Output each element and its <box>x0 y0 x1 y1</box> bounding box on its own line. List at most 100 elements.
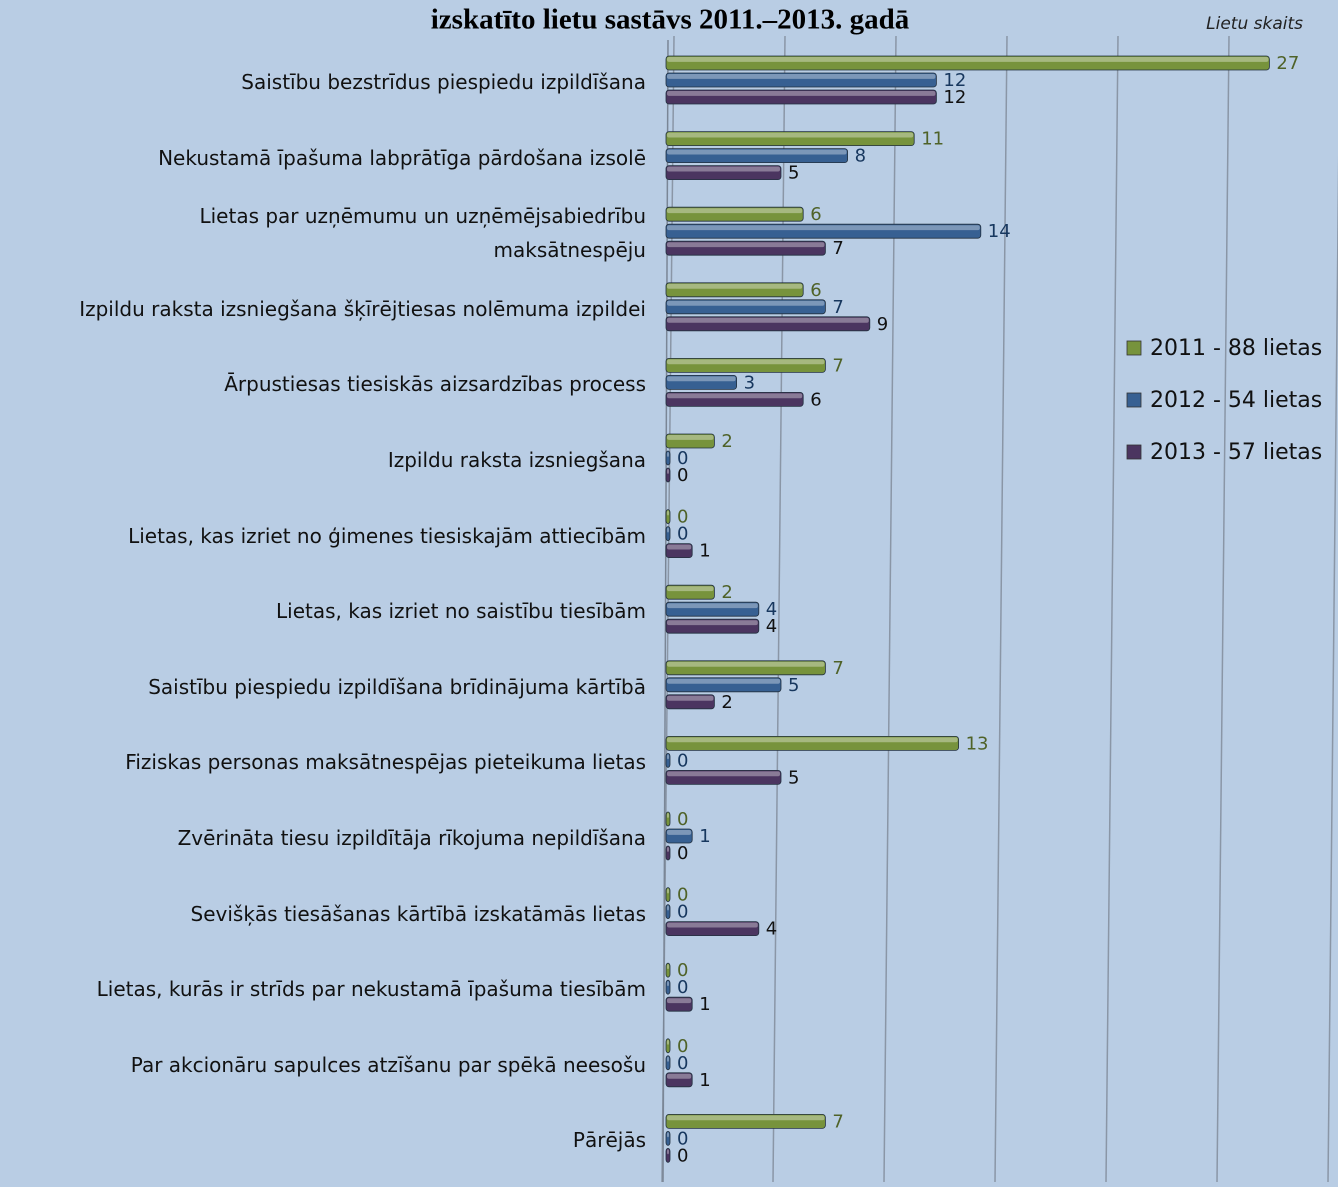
bar-shine <box>667 754 669 760</box>
value-label: 0 <box>677 1128 688 1149</box>
value-label: 0 <box>677 960 688 981</box>
bar-shine <box>667 527 669 533</box>
bar <box>665 282 804 298</box>
bar <box>665 1055 671 1071</box>
bar <box>665 165 782 181</box>
bar <box>665 753 671 768</box>
bar <box>665 89 937 105</box>
value-label: 6 <box>810 204 821 225</box>
grid-line <box>1216 35 1230 1183</box>
value-label: 13 <box>966 733 989 754</box>
bar-shine <box>667 452 669 457</box>
bar <box>665 316 871 332</box>
value-label: 4 <box>766 616 777 637</box>
bar <box>665 1148 671 1163</box>
bar <box>665 55 1270 71</box>
bar <box>665 677 782 693</box>
bar <box>665 736 960 751</box>
bar-shine <box>667 317 869 323</box>
value-label: 4 <box>766 919 777 940</box>
bar <box>665 584 715 600</box>
category-label: Izpildu raksta izsniegšana šķīrējtiesas … <box>79 296 646 321</box>
category-label: Nekustamā īpašuma labprātīga pārdošana i… <box>158 145 646 170</box>
value-label: 2 <box>721 582 732 603</box>
bar-shine <box>667 510 669 516</box>
bar <box>665 887 671 902</box>
bar-shine <box>667 359 825 365</box>
bar <box>665 979 671 995</box>
bar-shine <box>667 1056 669 1062</box>
bar <box>665 1038 671 1054</box>
value-label: 0 <box>677 465 688 486</box>
value-label: 7 <box>832 297 843 318</box>
value-label: 7 <box>832 238 843 259</box>
bar-shine <box>667 149 847 155</box>
category-label: Lietas par uzņēmumu un uzņēmējsabiedrību… <box>199 204 646 263</box>
bar-shine <box>667 166 780 172</box>
bar-shine <box>667 435 714 440</box>
value-label: 0 <box>677 977 688 998</box>
bar <box>665 921 760 936</box>
value-label: 0 <box>677 507 688 528</box>
bar-shine <box>667 586 714 592</box>
bar <box>665 450 671 466</box>
value-label: 0 <box>677 902 688 923</box>
bar-shine <box>667 1149 669 1155</box>
bar-shine <box>667 91 936 96</box>
legend-label: 2013 - 57 lietas <box>1150 440 1322 465</box>
bar <box>665 240 826 256</box>
value-label: 9 <box>877 314 888 335</box>
bar <box>665 811 671 827</box>
bar-shine <box>667 208 803 214</box>
bar-shine <box>667 283 803 289</box>
bar <box>665 618 760 634</box>
bar-shine <box>667 1115 825 1121</box>
value-label: 1 <box>699 1070 710 1091</box>
bar <box>665 526 671 541</box>
bar <box>665 828 693 844</box>
bar-shine <box>667 737 958 743</box>
bar-shine <box>667 905 669 911</box>
grid-line <box>1105 35 1119 1183</box>
value-label: 27 <box>1276 53 1299 74</box>
value-label: 3 <box>744 372 755 393</box>
bar-shine <box>667 1132 669 1138</box>
bar <box>665 148 849 164</box>
bar-shine <box>667 225 980 231</box>
bar-shine <box>667 964 669 970</box>
value-label: 12 <box>943 87 966 108</box>
bar-shine <box>667 847 669 852</box>
bar <box>665 1072 693 1088</box>
category-label: Ārpustiesas tiesiskās aizsardzības proce… <box>224 372 646 397</box>
category-label: Fiziskas personas maksātnespējas pieteik… <box>125 750 646 775</box>
chart-title: izskatīto lietu sastāvs 2011.–2013. gadā <box>431 4 910 36</box>
category-label: Lietas, kurās ir strīds par nekustamā īp… <box>96 977 646 1002</box>
value-label: 0 <box>677 1036 688 1057</box>
value-label: 2 <box>721 692 732 713</box>
value-label: 0 <box>677 524 688 545</box>
bar-shine <box>667 57 1269 62</box>
bar-shine <box>667 469 669 474</box>
value-label: 0 <box>677 1053 688 1074</box>
value-label: 8 <box>855 146 866 167</box>
category-label: Zvērināta tiesu izpildītāja rīkojuma nep… <box>177 826 646 850</box>
bar-shine <box>667 661 825 667</box>
bar-shine <box>667 830 692 835</box>
bar-shine <box>667 620 758 626</box>
value-label: 0 <box>677 448 688 469</box>
category-label: Izpildu raksta izsniegšana <box>387 448 646 472</box>
category-label: Saistību bezstrīdus piespiedu izpildīšan… <box>241 70 646 94</box>
grid-line <box>1327 155 1338 1183</box>
value-label: 5 <box>788 767 799 788</box>
bar-shine <box>667 998 692 1004</box>
bar-shine <box>667 376 736 382</box>
value-label: 0 <box>677 750 688 771</box>
value-label: 7 <box>832 355 843 376</box>
bar <box>665 467 671 483</box>
bar <box>665 660 826 676</box>
bar-shine <box>667 678 780 684</box>
bar <box>665 72 937 88</box>
legend-swatch <box>1126 340 1142 356</box>
bar-shine <box>667 888 669 894</box>
